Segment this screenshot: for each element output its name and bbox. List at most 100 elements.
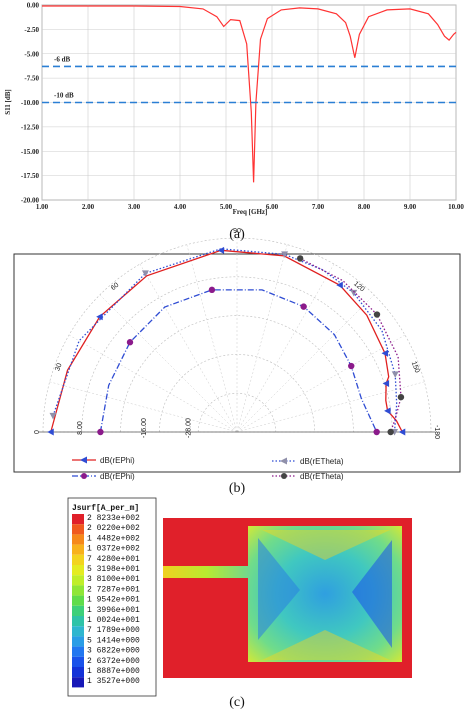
polar-marker — [126, 339, 134, 346]
polar-series-line — [50, 249, 403, 433]
colorbar-label: 1 8887e+000 — [87, 667, 140, 676]
polar-grid-spoke — [236, 294, 375, 433]
colorbar-swatch — [72, 514, 84, 525]
colorbar-swatch — [72, 677, 84, 688]
colorbar-label: 2 8233e+002 — [87, 514, 140, 523]
polar-marker — [96, 313, 103, 321]
radial-tick-label: 8.00 — [77, 421, 84, 435]
y-tick-label: 0.00 — [27, 2, 40, 10]
polar-marker — [141, 270, 149, 277]
legend-marker — [281, 473, 287, 479]
angle-tick-label: 30 — [54, 362, 63, 372]
polar-marker — [49, 412, 57, 420]
colorbar-swatch — [72, 616, 84, 627]
panel-b-caption: (b) — [229, 481, 246, 496]
polar-marker — [391, 371, 399, 378]
polar-marker — [382, 380, 390, 388]
legend-marker — [81, 473, 87, 479]
polar-grid-spoke — [236, 381, 425, 433]
polar-series-line — [99, 289, 378, 433]
polar-marker — [97, 428, 104, 436]
polar-marker — [384, 407, 391, 415]
feed-line — [163, 566, 250, 578]
y-tick-label: -10.00 — [21, 99, 40, 107]
colorbar-label: 2 7287e+001 — [87, 585, 140, 594]
patch-edge-bottom — [262, 630, 390, 660]
polar-grid-spoke — [68, 334, 238, 433]
colorbar-swatch — [72, 646, 84, 657]
colorbar-label: 3 6822e+000 — [87, 647, 140, 656]
colorbar-swatch — [72, 585, 84, 596]
patch-edge-top — [262, 530, 390, 560]
x-axis-label: Freq [GHz] — [233, 208, 268, 216]
colorbar-swatch — [72, 565, 84, 576]
polar-marker — [348, 362, 355, 370]
angle-tick-label: 60 — [110, 282, 121, 292]
colorbar-label: 7 4280e+001 — [87, 555, 140, 564]
x-tick-label: 6.00 — [266, 203, 279, 211]
colorbar-swatch — [72, 595, 84, 606]
polar-grid-spoke — [139, 263, 238, 433]
x-tick-label: 1.00 — [36, 203, 49, 211]
colorbar-label: 1 4482e+002 — [87, 534, 140, 543]
angle-tick-label: 90 — [233, 228, 241, 235]
angle-tick-label: 150 — [410, 360, 421, 373]
polar-marker — [387, 428, 394, 436]
x-tick-label: 10.00 — [448, 203, 464, 211]
colorbar-swatch — [72, 667, 84, 678]
x-tick-label: 7.00 — [312, 203, 325, 211]
colorbar-label: 2 6372e+000 — [87, 657, 140, 666]
polar-marker — [336, 281, 343, 289]
patch-shade-right — [352, 540, 392, 648]
polar-grid-spoke — [99, 294, 238, 433]
x-tick-label: 4.00 — [174, 203, 187, 211]
y-tick-label: -2.50 — [24, 26, 39, 34]
polar-marker — [350, 289, 358, 297]
colorbar-label: 1 3996e+001 — [87, 606, 140, 615]
colorbar-swatch — [72, 626, 84, 637]
x-tick-label: 3.00 — [128, 203, 141, 211]
colorbar-title: Jsurf[A_per_m] — [72, 504, 139, 513]
legend-label: dB(rEPhi) — [100, 456, 135, 465]
colorbar-label: 1 3527e+000 — [87, 677, 140, 686]
legend-marker — [280, 457, 287, 465]
polar-marker — [397, 393, 405, 401]
polar-marker — [296, 255, 304, 262]
colorbar-label: 5 3198e+001 — [87, 565, 140, 574]
polar-grid-spoke — [236, 263, 335, 433]
polar-grid-spoke — [236, 244, 288, 433]
polar-marker — [217, 246, 225, 254]
y-tick-label: -7.50 — [24, 75, 39, 83]
reference-label: -10 dB — [54, 92, 74, 100]
polar-marker — [208, 286, 216, 294]
legend-label: dB(rETheta) — [300, 472, 344, 481]
angle-tick-label: -180 — [433, 425, 440, 439]
angle-tick-label: 0 — [34, 430, 41, 434]
x-tick-label: 8.00 — [358, 203, 371, 211]
reference-label: -6 dB — [54, 55, 70, 63]
radial-tick-label: -28.00 — [185, 418, 192, 438]
polar-grid-ring — [197, 392, 277, 433]
colorbar-label: 1 9542e+001 — [87, 596, 140, 605]
colorbar-swatch — [72, 524, 84, 535]
legend-marker — [80, 456, 87, 464]
x-tick-label: 2.00 — [82, 203, 95, 211]
colorbar-swatch — [72, 605, 84, 616]
radial-tick-label: -16.00 — [141, 418, 148, 438]
y-tick-label: -12.50 — [21, 123, 40, 131]
s11-curve — [42, 5, 457, 183]
x-tick-label: 9.00 — [404, 203, 417, 211]
colorbar-swatch — [72, 554, 84, 565]
polar-marker — [398, 428, 406, 436]
y-tick-label: -20.00 — [21, 197, 40, 205]
colorbar-label: 7 1789e+000 — [87, 626, 140, 635]
colorbar-swatch — [72, 636, 84, 647]
y-tick-label: -5.00 — [24, 50, 39, 58]
polar-marker — [300, 303, 307, 310]
colorbar-swatch — [72, 656, 84, 667]
legend-label: dB(rEPhi) — [100, 472, 135, 481]
colorbar-label: 1 0372e+002 — [87, 545, 140, 554]
